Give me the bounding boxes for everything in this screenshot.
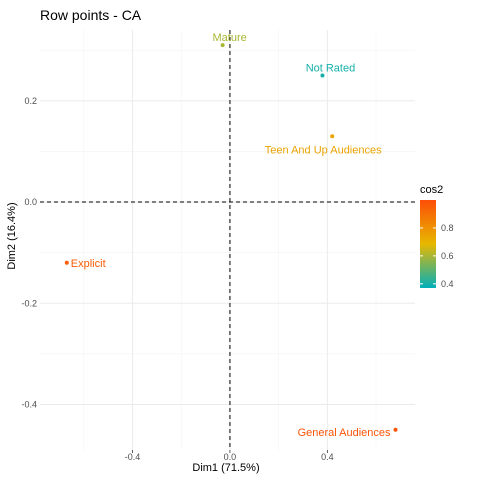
x-tick-label: 0.4 <box>321 452 334 462</box>
data-point <box>64 260 69 265</box>
point-label: Not Rated <box>306 63 356 75</box>
y-tick-label: 0.2 <box>24 96 37 106</box>
y-tick-label: 0.0 <box>24 197 37 207</box>
data-point <box>393 427 398 432</box>
plot-area: -0.4 0.0 0.4 -0.4 -0.2 0.0 0.2 Mature Not Rated T… <box>21 30 415 462</box>
point-label: Explicit <box>71 258 106 270</box>
y-tick-label: -0.4 <box>21 399 37 409</box>
point-label: General Audiences <box>298 427 391 439</box>
legend-tick-label: 0.4 <box>441 279 454 289</box>
legend-tick-label: 0.8 <box>441 223 454 233</box>
x-axis-title: Dim1 (71.5%) <box>192 462 259 474</box>
chart-title: Row points - CA <box>40 7 142 23</box>
y-axis-title: Dim2 (16.4%) <box>6 202 18 269</box>
point-label: Mature <box>213 32 247 44</box>
data-point <box>320 73 325 78</box>
x-tick-label: 0.0 <box>224 452 237 462</box>
y-tick-label: -0.2 <box>21 298 37 308</box>
legend-color-bar <box>420 200 436 288</box>
point-label: Teen And Up Audiences <box>265 144 382 156</box>
data-point <box>330 134 335 139</box>
legend-tick-label: 0.6 <box>441 251 454 261</box>
data-point <box>220 43 225 48</box>
legend-title: cos2 <box>420 184 443 196</box>
x-tick-label: -0.4 <box>125 452 141 462</box>
cos2-legend: cos2 0.4 0.6 0.8 <box>420 184 454 289</box>
